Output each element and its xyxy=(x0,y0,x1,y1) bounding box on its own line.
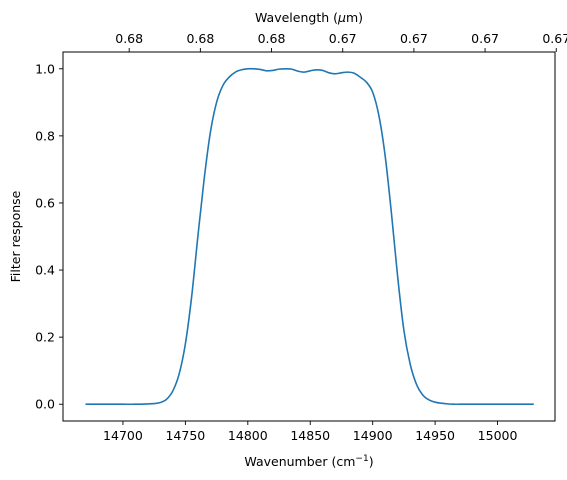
x-tick-label: 15000 xyxy=(478,428,518,443)
y-tick-label: 0.4 xyxy=(35,263,55,278)
filter-response-line xyxy=(85,67,534,406)
plot-area xyxy=(85,67,534,406)
y-tick-label: 1.0 xyxy=(35,61,55,76)
x-tick-label: 14700 xyxy=(103,428,143,443)
x-tick-label: 14850 xyxy=(290,428,330,443)
top-x-tick-label: 0.68 xyxy=(186,31,214,46)
y-tick-label: 0.6 xyxy=(35,195,55,210)
x-tick-label: 14900 xyxy=(353,428,393,443)
x-axis-label: Wavenumber (cm−1) xyxy=(244,454,373,469)
x-tick-label: 14950 xyxy=(415,428,455,443)
y-tick-label: 0.2 xyxy=(35,330,55,345)
top-x-tick-label: 0.67 xyxy=(542,31,567,46)
top-x-tick-label: 0.68 xyxy=(258,31,286,46)
y-tick-label: 0.8 xyxy=(35,128,55,143)
plot-frame xyxy=(62,51,556,422)
axis-ticks: 14700 14750 14800 14850 14900 14950 15000 0.68 0… xyxy=(35,31,567,443)
top-x-axis-label: Wavelength (μm) xyxy=(255,10,363,25)
x-tick-label: 14750 xyxy=(165,428,205,443)
y-tick-label: 0.0 xyxy=(35,397,55,412)
top-x-tick-label: 0.68 xyxy=(115,31,143,46)
y-axis-label: Filter response xyxy=(8,190,23,282)
x-tick-label: 14800 xyxy=(228,428,268,443)
top-x-tick-label: 0.67 xyxy=(471,31,499,46)
top-x-tick-label: 0.67 xyxy=(400,31,428,46)
top-x-tick-label: 0.67 xyxy=(329,31,357,46)
